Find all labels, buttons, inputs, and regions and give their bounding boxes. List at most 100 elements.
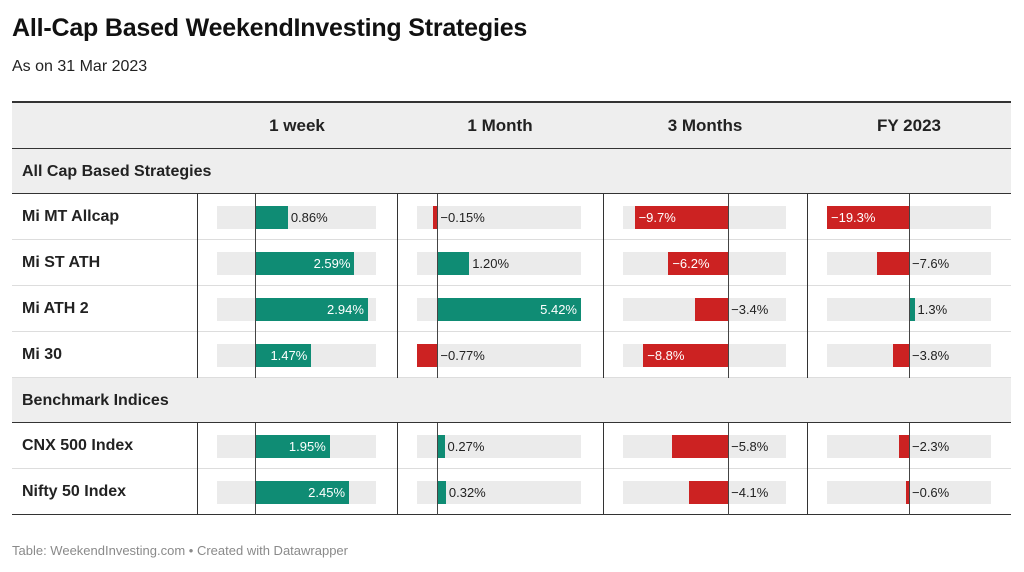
bar bbox=[827, 206, 909, 229]
bar bbox=[634, 206, 729, 229]
table-row: Mi MT Allcap 0.86% −0.15% −9.7% −19.3% bbox=[12, 194, 1011, 240]
data-label: 0.86% bbox=[290, 210, 328, 225]
bar-cell: −0.15% bbox=[397, 194, 603, 240]
zero-line bbox=[909, 240, 910, 286]
data-label: −0.15% bbox=[440, 210, 485, 225]
group-row: Benchmark Indices bbox=[12, 378, 1011, 423]
data-label: −9.7% bbox=[638, 210, 676, 225]
page-subtitle: As on 31 Mar 2023 bbox=[12, 58, 148, 75]
data-label: 0.27% bbox=[447, 439, 485, 454]
zero-line bbox=[437, 194, 438, 240]
bar-track bbox=[417, 481, 581, 504]
zero-line bbox=[728, 423, 729, 469]
zero-line bbox=[255, 332, 256, 378]
data-label: −8.8% bbox=[647, 348, 685, 363]
bar bbox=[892, 344, 909, 367]
row-label: Nifty 50 Index bbox=[22, 483, 127, 500]
column-header-3: 3 Months bbox=[667, 116, 743, 135]
column-divider bbox=[603, 423, 604, 515]
bar bbox=[254, 252, 355, 275]
column-divider bbox=[397, 423, 398, 515]
bar bbox=[254, 298, 368, 321]
bar bbox=[437, 298, 581, 321]
bar-cell: −0.77% bbox=[397, 332, 603, 378]
zero-line bbox=[728, 240, 729, 286]
data-label: 5.42% bbox=[540, 302, 577, 317]
data-label: −5.8% bbox=[731, 439, 769, 454]
bar bbox=[909, 298, 915, 321]
bar bbox=[417, 344, 438, 367]
zero-line bbox=[909, 286, 910, 332]
bar-cell: 1.95% bbox=[197, 423, 397, 469]
bar-cell: 1.47% bbox=[197, 332, 397, 378]
row-label: Mi MT Allcap bbox=[22, 208, 120, 225]
zero-line bbox=[909, 332, 910, 378]
zero-line bbox=[255, 286, 256, 332]
data-label: 0.32% bbox=[448, 485, 486, 500]
zero-line bbox=[728, 286, 729, 332]
bar-cell: −8.8% bbox=[603, 332, 807, 378]
bar-cell: −7.6% bbox=[807, 240, 1011, 286]
bar-cell: −5.8% bbox=[603, 423, 807, 469]
data-label: 1.47% bbox=[270, 348, 308, 363]
bar bbox=[899, 435, 909, 458]
row-label: Mi 30 bbox=[22, 346, 63, 363]
column-divider bbox=[603, 194, 604, 378]
data-label: −3.4% bbox=[731, 302, 769, 317]
zero-line bbox=[909, 194, 910, 240]
data-label: −19.3% bbox=[831, 210, 876, 225]
table-row: CNX 500 Index 1.95% 0.27% −5.8% −2.3% bbox=[12, 423, 1011, 469]
bar-cell: −19.3% bbox=[807, 194, 1011, 240]
bar bbox=[672, 435, 729, 458]
data-label: −0.77% bbox=[440, 348, 485, 363]
data-label: −3.8% bbox=[912, 348, 950, 363]
bar-cell: −3.4% bbox=[603, 286, 807, 332]
bar bbox=[254, 206, 288, 229]
bar-cell: −3.8% bbox=[807, 332, 1011, 378]
group-label: Benchmark Indices bbox=[22, 392, 169, 409]
data-label: −0.6% bbox=[912, 485, 950, 500]
bar-cell: −4.1% bbox=[603, 469, 807, 515]
column-header-2: 1 Month bbox=[467, 116, 533, 135]
data-label: −2.3% bbox=[912, 439, 950, 454]
row-label: Mi ST ATH bbox=[22, 254, 101, 271]
table-row: Mi 30 1.47% −0.77% −8.8% −3.8% bbox=[12, 332, 1011, 378]
zero-line bbox=[437, 469, 438, 515]
bar-cell: 2.94% bbox=[197, 286, 397, 332]
data-label: 1.3% bbox=[917, 302, 948, 317]
bar-cell: 0.86% bbox=[197, 194, 397, 240]
zero-line bbox=[255, 194, 256, 240]
data-label: −6.2% bbox=[672, 256, 710, 271]
page-title: All-Cap Based WeekendInvesting Strategie… bbox=[12, 14, 528, 42]
zero-line bbox=[437, 286, 438, 332]
column-divider bbox=[807, 423, 808, 515]
bar-cell: 5.42% bbox=[397, 286, 603, 332]
table-row: Nifty 50 Index 2.45% 0.32% −4.1% −0.6% bbox=[12, 469, 1011, 515]
bar bbox=[254, 481, 350, 504]
zero-line bbox=[437, 332, 438, 378]
bar bbox=[254, 344, 312, 367]
zero-line bbox=[255, 240, 256, 286]
zero-line bbox=[255, 423, 256, 469]
bar-cell: −6.2% bbox=[603, 240, 807, 286]
bar-cell: −0.6% bbox=[807, 469, 1011, 515]
bar-cell: 1.3% bbox=[807, 286, 1011, 332]
group-row: All Cap Based Strategies bbox=[12, 149, 1011, 194]
zero-line bbox=[728, 469, 729, 515]
bar-cell: 2.45% bbox=[197, 469, 397, 515]
bar-cell: −9.7% bbox=[603, 194, 807, 240]
group-label: All Cap Based Strategies bbox=[22, 163, 212, 180]
bar-cell: 0.32% bbox=[397, 469, 603, 515]
bar bbox=[906, 481, 909, 504]
data-label: −7.6% bbox=[912, 256, 950, 271]
table-top-rule bbox=[12, 101, 1011, 103]
data-label: −4.1% bbox=[731, 485, 769, 500]
bar bbox=[433, 206, 438, 229]
bar-cell: 2.59% bbox=[197, 240, 397, 286]
zero-line bbox=[909, 469, 910, 515]
zero-line bbox=[255, 469, 256, 515]
bar bbox=[437, 481, 446, 504]
column-divider bbox=[197, 423, 198, 515]
data-label: 1.20% bbox=[472, 256, 510, 271]
column-divider bbox=[807, 194, 808, 378]
